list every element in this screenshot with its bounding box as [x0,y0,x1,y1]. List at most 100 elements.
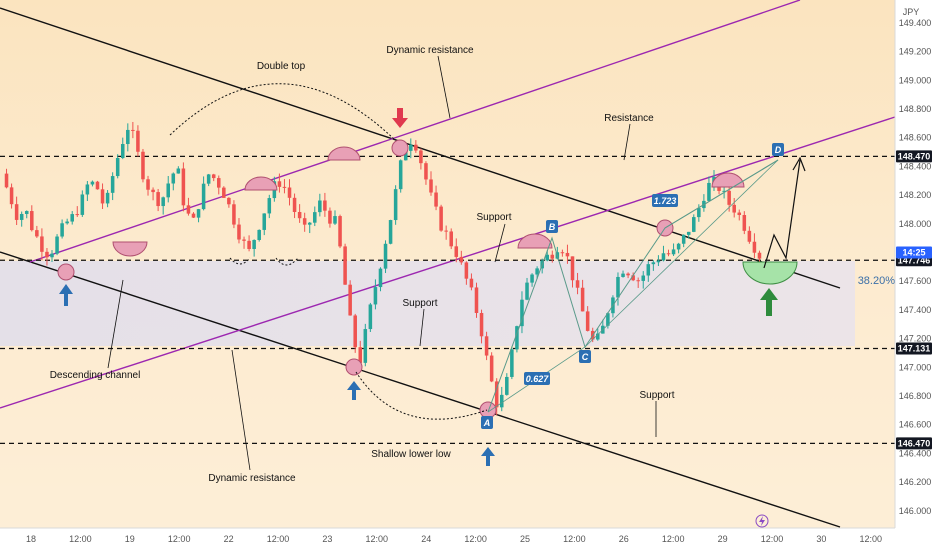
candle-body [550,254,555,259]
candle-body [595,333,600,340]
candle-body [505,376,509,395]
candle-body [444,230,448,232]
candle-body [348,284,352,316]
double-top-arc [169,83,396,141]
candle-body [510,349,514,377]
candle-body [110,176,115,193]
candle-body [146,179,150,190]
candle-body [318,200,322,213]
candle-body [55,236,59,254]
candles [4,121,762,416]
annotation-dynamic-resistance-top: Dynamic resistance [386,45,474,56]
down-arrow-icon [392,108,408,128]
price-tick-label: 148.000 [899,219,932,229]
lightning-glyph [759,516,765,526]
time-tick-label: 12:00 [366,534,389,544]
candle-body [282,186,287,188]
time-tick-label: 12:00 [761,534,784,544]
annotation-pointers [107,55,657,471]
candle-body [479,312,484,337]
price-tag-label: 14:25 [902,248,925,258]
point-label-d: D [775,145,782,155]
channel-lower-line [0,251,841,528]
time-tick-label: 12:00 [464,534,487,544]
point-label-b: B [549,222,556,232]
up-arrow-icon [760,288,778,316]
candle-body [373,287,378,305]
time-tick-label: 24 [421,534,431,544]
candle-body [409,144,413,151]
time-axis[interactable] [0,528,932,550]
time-tick-label: 30 [816,534,826,544]
price-tick-label: 147.000 [899,362,932,372]
candle-body [419,150,423,164]
candle-body [237,224,241,240]
price-axis[interactable] [895,0,932,550]
candle-body [727,190,731,205]
candle-body [494,381,499,408]
lightning-icon[interactable] [755,514,769,528]
candle-body [363,329,368,363]
candle-body [439,206,443,231]
price-tick-label: 146.000 [899,506,932,516]
marker-circle [479,401,497,419]
candle-body [45,251,49,258]
channel-upper-line [0,7,841,289]
candle-body [424,163,428,180]
time-tick-label: 12:00 [69,534,92,544]
candle-body [313,212,317,223]
candle-body [191,213,196,218]
candle-body [606,313,610,326]
candle-body [515,326,519,350]
candle-body [105,192,110,204]
price-tag-label: 148.470 [898,151,931,161]
candle-body [257,229,261,240]
candle-body [186,205,191,214]
candle-body [90,181,95,185]
candle-body [378,268,383,288]
candle-body [489,355,494,382]
candle-body [35,230,39,237]
price-tick-label: 146.600 [899,420,932,430]
candle-body [585,311,590,331]
price-tick-label: 148.800 [899,104,932,114]
candle-body [115,157,120,177]
candle-body [302,218,307,225]
candle-body [570,256,575,281]
candle-body [211,174,216,179]
candle-body [697,208,701,218]
up-arrow-icon [481,447,495,466]
price-tag-label: 147.746 [898,255,931,265]
candle-body [227,197,231,205]
candle-body [449,231,453,247]
candle-body [277,181,282,187]
point-label-a: A [483,418,491,428]
candle-body [262,213,267,230]
candle-body [9,187,14,205]
candle-body [575,280,580,288]
time-tick-label: 23 [322,534,332,544]
time-ticks: 18 12:00 19 12:00 22 12:00 23 12:00 24 12:00 25 12:… [26,534,882,544]
candle-body [459,256,464,263]
candle-body [666,253,671,255]
candle-body [242,239,246,241]
annotation-dynamic-resistance-bottom: Dynamic resistance [208,473,296,484]
candle-body [60,223,64,237]
abcd-pattern [487,159,779,413]
candle-body [752,241,757,253]
candle-body [692,217,696,232]
candle-body [4,173,9,188]
candle-body [580,287,585,312]
candle-body [156,192,160,207]
price-tags: 148.470 147.746 147.131 146.470 14:25 [896,150,932,450]
candle-body [338,216,342,247]
candle-body [671,249,676,255]
candle-body [631,275,635,281]
candle-body [434,192,438,207]
candle-body [545,254,550,261]
candle-body [247,240,251,250]
candle-body [343,246,347,285]
small-arc [275,257,299,266]
candle-body [353,315,357,348]
